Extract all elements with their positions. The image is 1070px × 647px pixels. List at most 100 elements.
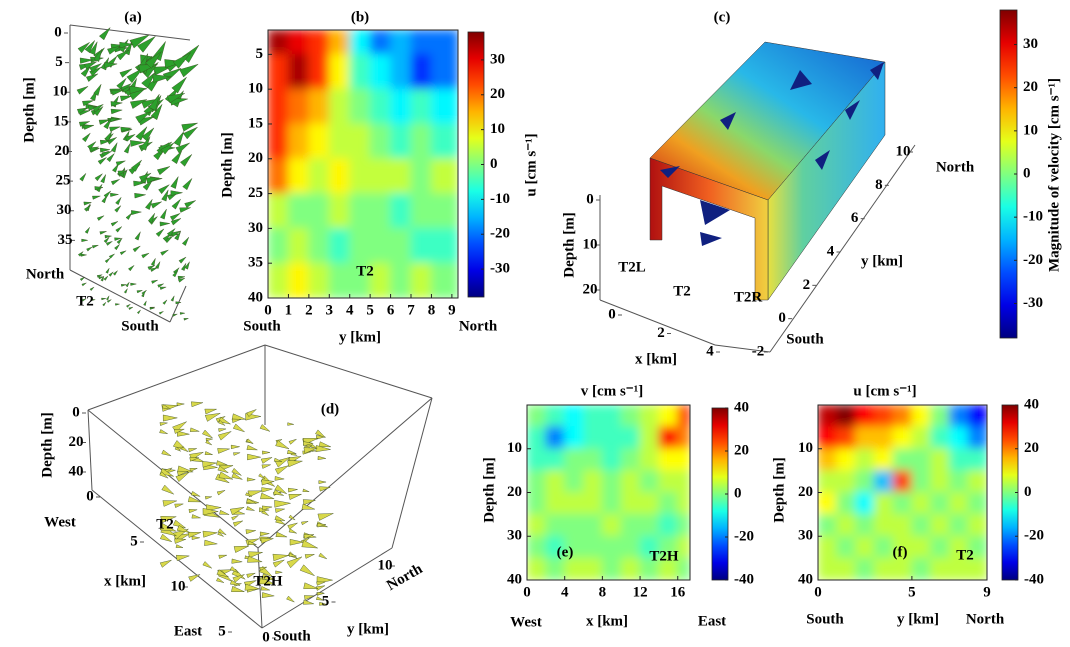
x-axis-label: x [km] [586,613,628,629]
heatmap-cell [527,470,547,493]
arrow [89,63,102,73]
heatmap-cell [369,158,392,195]
arrow [205,437,213,442]
arrow [171,199,181,210]
arrow [136,309,141,315]
heatmap-cell [545,448,566,472]
arrow [145,51,162,69]
arrow [119,68,133,78]
arrow [150,267,158,272]
arrow [130,99,147,109]
heatmap-cell [967,405,987,428]
arrow [299,564,315,576]
plot-frame [267,29,459,299]
heatmap-cell [855,492,875,515]
arrow [162,414,178,422]
arrow [103,237,110,244]
heatmap-cell [601,492,622,515]
arrow [83,201,92,206]
box-edge [87,344,266,411]
arrow [231,558,243,564]
colorbar-tick-label: -20 [1024,528,1044,544]
heatmap-cell [620,513,641,537]
arrow [135,126,148,141]
arrow [217,448,230,454]
arrow [246,506,255,511]
arrow [104,62,118,69]
heatmap-cell [930,557,950,580]
arrow [105,268,110,274]
heatmap-cell [836,492,857,515]
heatmap-cell [564,513,585,537]
arrow [84,61,97,70]
annotation: South [806,611,844,627]
heatmap [268,30,458,298]
arrow [190,491,201,497]
panel-label: (f) [893,544,908,560]
heatmap-cell [369,30,392,55]
heatmap-cell [892,492,913,515]
arrow [304,554,315,559]
arrow [275,570,283,575]
panel-label: (a) [124,9,142,25]
arrow [272,559,285,568]
arrow [157,283,164,288]
arrow [101,297,106,301]
arrow [114,237,122,241]
heatmap-cell [836,426,857,450]
arrow [204,539,218,546]
arrow [86,246,93,252]
box-edge [261,547,393,629]
colorbar-tick-label: 0 [490,156,498,172]
heatmap-cell [527,513,547,537]
x-tick-label: 16 [670,584,686,600]
arrow [231,467,242,476]
arrow [181,122,198,132]
arrow [110,179,120,186]
arrow [81,132,91,143]
arrow [301,521,309,526]
arrow [156,166,171,176]
arrow [274,465,289,475]
arrow [108,271,114,277]
heatmap-cell [268,158,289,195]
arrow [123,288,128,294]
heatmap-cell [564,470,585,493]
arrow [145,199,153,210]
tick-label: 0 [86,488,94,504]
arrow [174,446,181,452]
arrow [89,286,95,291]
arrow [182,126,198,140]
arrow [259,424,271,432]
heatmap-cell [677,426,690,450]
heatmap-cell [967,492,987,515]
arrow [174,538,186,544]
arrow [77,107,89,115]
heatmap-cell [583,513,603,537]
annotation: South [121,318,159,334]
arrow [162,68,182,82]
annotation: South [786,331,824,347]
tick-label: 0 [72,404,80,420]
heatmap-cell [287,193,310,229]
arrow [147,213,155,224]
arrow [244,583,260,591]
heatmap-cells [818,405,987,580]
arrow [159,471,169,479]
heatmap-cell [287,123,310,160]
arrow [161,189,169,202]
arrow [159,422,168,426]
arrow [84,227,90,234]
arrow [76,86,89,95]
heatmap-cell [818,535,838,559]
heatmap-cell [430,30,458,55]
heatmap-cell [545,557,566,580]
heatmap-cell [658,405,679,428]
arrow [110,108,123,115]
arrow [287,460,303,468]
arrow [162,233,171,242]
arrow [275,440,290,450]
heatmap-cell [948,557,969,580]
heatmap-cell [287,30,310,55]
